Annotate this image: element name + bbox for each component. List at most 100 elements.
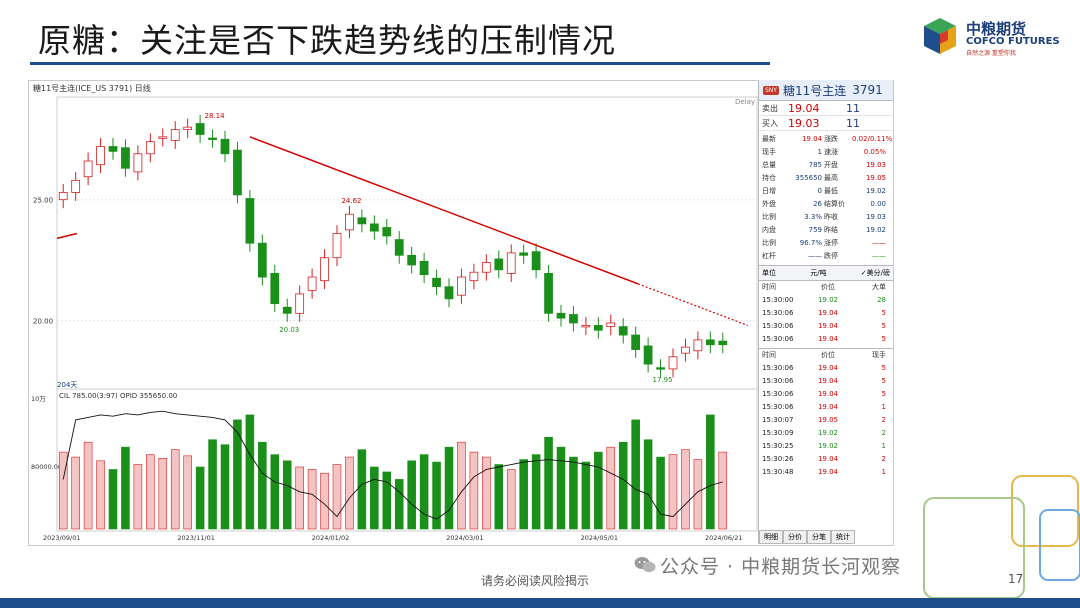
currency-toggle[interactable]: ✓美分/磅 xyxy=(860,269,890,277)
volume-header: CIL 785.00(3:97) OPID 355650.00 xyxy=(59,392,177,400)
buy-label: 买入 xyxy=(762,118,778,128)
date-axis-label: 2024/01/02 xyxy=(312,534,349,542)
candle-body xyxy=(58,192,68,201)
unit-value[interactable]: 元/吨 xyxy=(810,269,827,277)
volume-bar xyxy=(233,419,242,530)
tick-time: 15:30:06 xyxy=(762,322,794,330)
stat-value: —— xyxy=(872,239,886,247)
volume-bar xyxy=(146,454,155,530)
stat-value: 96.7% xyxy=(799,239,822,247)
candle-body xyxy=(469,271,479,282)
unit-label: 单位 xyxy=(762,269,776,277)
volume-bar xyxy=(245,414,255,530)
bar-count-label: 204天 xyxy=(57,381,77,389)
tick-price: 19.02 xyxy=(817,296,839,304)
candle-body xyxy=(220,138,230,155)
tick-row: 15:30:06 19.04 5 xyxy=(759,333,893,346)
stat-value: 0 xyxy=(817,187,822,195)
volume-bar xyxy=(121,446,130,530)
quote-tab[interactable]: 明细 xyxy=(759,530,783,544)
symbol-badge: SNY xyxy=(763,85,779,95)
candle-body xyxy=(705,339,715,346)
quote-tab[interactable]: 分价 xyxy=(783,530,807,544)
volume-bar xyxy=(357,449,367,530)
tick-time: 15:30:00 xyxy=(762,296,794,304)
candle-body xyxy=(519,252,529,256)
candle-body xyxy=(83,160,93,178)
volume-bar xyxy=(158,458,168,530)
candle-body xyxy=(419,260,429,276)
candle-body xyxy=(71,179,81,193)
tick-price: 19.04 xyxy=(817,377,839,385)
tick-time: 15:30:06 xyxy=(762,364,794,372)
quote-tab[interactable]: 统计 xyxy=(831,530,855,544)
quote-title: SNY 糖11号主连 3791 xyxy=(759,80,893,101)
volume-bar xyxy=(569,456,578,530)
date-axis-label: 2024/05/01 xyxy=(581,534,618,542)
tick-price: 19.02 xyxy=(817,442,839,450)
buy-qty: 11 xyxy=(846,116,860,130)
stat-label: 涨停 xyxy=(824,239,838,247)
stat-label: 涨跌 xyxy=(824,135,838,143)
tick-price: 19.04 xyxy=(817,364,839,372)
tick-size: 2 xyxy=(881,416,886,424)
unit-row: 单位 元/吨 ✓美分/磅 xyxy=(759,265,893,281)
date-axis-label: 2024/06/21 xyxy=(705,534,742,542)
sell-qty: 11 xyxy=(846,101,860,115)
volume-bar xyxy=(432,461,441,530)
volume-bar xyxy=(618,441,628,530)
chart-header[interactable]: 糖11号主连(ICE_US 3791) 日线 xyxy=(33,84,151,93)
col-size: 大单 xyxy=(872,283,886,291)
slide-title: 原糖：关注是否下跌趋势线的压制情况 xyxy=(38,21,616,60)
volume-bar xyxy=(108,469,118,530)
section-divider xyxy=(759,348,893,349)
chart-panel: 25.00 20.00 28.14 24.62 20.03 17.95 204天 CIL 78… xyxy=(28,80,894,546)
buy-row[interactable]: 买入 19.03 11 xyxy=(759,116,893,131)
volume-bar xyxy=(506,469,516,530)
candle-body xyxy=(544,273,553,314)
candle-body xyxy=(170,129,180,141)
candle-body xyxy=(270,273,280,305)
candle-body xyxy=(357,217,367,225)
quote-tab[interactable]: 分笔 xyxy=(807,530,831,544)
volume-frame xyxy=(56,388,758,532)
price-axis-label: 20.00 xyxy=(33,318,53,326)
stat-value: —— xyxy=(872,252,886,260)
tick-row: 15:30:07 19.05 2 xyxy=(759,414,893,427)
price-frame xyxy=(56,96,758,390)
page-number: 17 xyxy=(1008,572,1024,586)
volume-bar xyxy=(519,459,528,530)
trades-header: 时间 价位 现手 xyxy=(759,349,893,362)
price-annotation: 17.95 xyxy=(653,376,673,384)
sell-row[interactable]: 卖出 19.04 11 xyxy=(759,101,893,116)
tick-time: 15:30:06 xyxy=(762,335,794,343)
stat-value: 26 xyxy=(813,200,822,208)
candle-body xyxy=(332,233,342,259)
quote-panel: SNY 糖11号主连 3791 卖出 19.04 11 买入 19.03 11 … xyxy=(758,80,893,544)
volume-bar xyxy=(531,454,541,530)
tick-size: 5 xyxy=(881,322,886,330)
stat-value: 19.05 xyxy=(865,174,886,182)
stat-label: 跌停 xyxy=(824,252,838,260)
tick-row: 15:30:06 19.04 5 xyxy=(759,362,893,375)
candle-body xyxy=(345,213,354,231)
volume-bar xyxy=(71,456,80,530)
volume-bar xyxy=(643,439,653,530)
stat-label: 内盘 xyxy=(762,226,776,234)
downtrend-line-projection xyxy=(637,283,748,326)
volume-bar xyxy=(419,454,429,530)
volume-bar xyxy=(332,464,342,530)
candle-body xyxy=(407,254,417,266)
volume-bar xyxy=(208,439,217,530)
stat-label: 外盘 xyxy=(762,200,776,208)
cofco-cube-icon xyxy=(924,18,956,54)
candle-body xyxy=(183,126,193,130)
volume-bar xyxy=(606,446,616,530)
candle-body xyxy=(432,277,441,288)
stat-label: 结算价 xyxy=(824,200,845,208)
company-logo: 中粮期货 COFCO FUTURES 自然之源 重塑你我 xyxy=(920,16,1060,58)
volume-bar xyxy=(96,460,105,530)
big-order-header: 时间 价位 大单 xyxy=(759,281,893,294)
volume-bar xyxy=(382,471,392,530)
volume-bar xyxy=(668,454,678,530)
